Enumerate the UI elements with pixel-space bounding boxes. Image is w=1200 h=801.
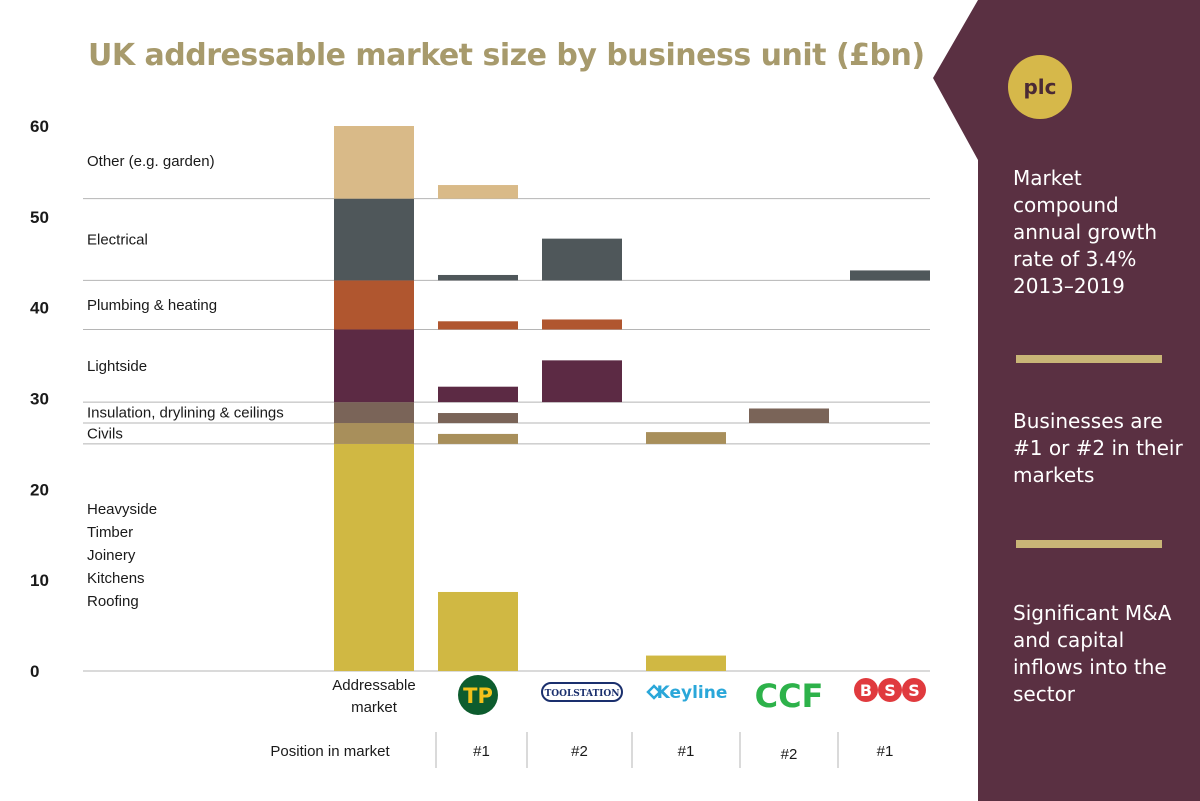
bar-addressable-market-other: [334, 126, 414, 199]
bar-addressable-market-heavyside: [334, 443, 414, 671]
bar-toolstation-lightside: [542, 360, 622, 403]
category-label-other: Other (e.g. garden): [87, 153, 215, 170]
bar-travis-perkins-plumbing: [438, 321, 518, 330]
position-row-label: Position in market: [270, 743, 390, 760]
y-tick-label: 20: [30, 480, 49, 499]
svg-text:TOOLSTATION: TOOLSTATION: [545, 689, 620, 699]
y-tick-label: 30: [30, 390, 49, 409]
bar-travis-perkins-insulation: [438, 413, 518, 424]
chart-area: 0 10 20 30 40 50 60 Heavyside Timber Joinery Kitc…: [30, 117, 930, 768]
logo-travis-perkins: TP: [458, 675, 498, 715]
svg-text:S: S: [884, 681, 896, 700]
bar-addressable-market-civils: [334, 423, 414, 444]
category-labels: Heavyside Timber Joinery Kitchens Roofing Civ…: [87, 153, 284, 610]
position-travis-perkins: #1: [473, 743, 490, 760]
svg-text:CCF: CCF: [755, 677, 824, 715]
bar-travis-perkins-heavyside: [438, 591, 518, 671]
x-label-addressable-market: Addressable: [332, 677, 415, 694]
y-tick-label: 10: [30, 571, 49, 590]
bar-toolstation-plumbing: [542, 319, 622, 330]
y-tick-label: 50: [30, 208, 49, 227]
category-label-heavyside: Kitchens: [87, 570, 145, 587]
logo-toolstation: TOOLSTATION: [541, 682, 623, 702]
bar-travis-perkins-lightside: [438, 386, 518, 403]
category-label-heavyside: Heavyside: [87, 501, 157, 518]
y-tick-label: 40: [30, 299, 49, 318]
logo-ccf: CCF: [755, 677, 824, 715]
logo-keyline: Keyline: [646, 683, 728, 703]
category-label-insulation: Insulation, drylining & ceilings: [87, 405, 284, 422]
category-label-electrical: Electrical: [87, 232, 148, 249]
svg-text:Keyline: Keyline: [657, 683, 728, 703]
svg-text:TP: TP: [463, 684, 493, 708]
y-tick-label: 60: [30, 117, 49, 136]
bar-keyline-civils: [646, 432, 726, 444]
sidebar: plc Market compound annual growth rate o…: [930, 0, 1200, 801]
bar-bss-electrical: [850, 270, 930, 281]
sidebar-shape: [933, 0, 1200, 801]
sidebar-point-investment: Significant M&A and capital inflows into…: [1013, 601, 1172, 706]
chart-title: UK addressable market size by business u…: [88, 38, 925, 73]
sidebar-divider-2: [1016, 540, 1162, 548]
bar-addressable-market-electrical: [334, 198, 414, 281]
x-axis-labels: Addressable market TP TOOLSTATION Keyline CCF…: [332, 675, 926, 716]
position-row: Position in market #1 #2 #1 #2 #1: [270, 732, 894, 768]
sidebar-point-position: Businesses are #1 or #2 in their markets: [1013, 409, 1183, 487]
position-ccf: #2: [781, 746, 798, 763]
bar-keyline-heavyside: [646, 655, 726, 671]
bar-addressable-market-plumbing: [334, 280, 414, 330]
plc-badge: plc: [1008, 55, 1072, 119]
x-label-addressable-market: market: [351, 699, 398, 716]
category-label-heavyside: Joinery: [87, 547, 136, 564]
bar-toolstation-electrical: [542, 238, 622, 281]
sidebar-divider-1: [1016, 355, 1162, 363]
bar-ccf-insulation: [749, 408, 829, 424]
bar-travis-perkins-other: [438, 185, 518, 199]
bar-addressable-market-lightside: [334, 329, 414, 403]
svg-text:B: B: [860, 681, 872, 700]
position-keyline: #1: [678, 743, 695, 760]
category-label-civils: Civils: [87, 425, 123, 442]
y-tick-label: 0: [30, 662, 39, 681]
category-label-plumbing: Plumbing & heating: [87, 297, 217, 314]
bar-addressable-market-insulation: [334, 402, 414, 424]
sidebar-point-growth: Market compound annual growth rate of 3.…: [1013, 166, 1158, 298]
category-label-lightside: Lightside: [87, 358, 147, 375]
svg-text:S: S: [908, 681, 920, 700]
position-toolstation: #2: [571, 743, 588, 760]
bars: [334, 126, 930, 671]
position-bss: #1: [877, 743, 894, 760]
bar-travis-perkins-civils: [438, 433, 518, 444]
bar-travis-perkins-electrical: [438, 274, 518, 281]
category-label-heavyside: Timber: [87, 524, 133, 541]
category-label-heavyside: Roofing: [87, 593, 139, 610]
y-axis-ticks: 0 10 20 30 40 50 60: [30, 117, 49, 681]
